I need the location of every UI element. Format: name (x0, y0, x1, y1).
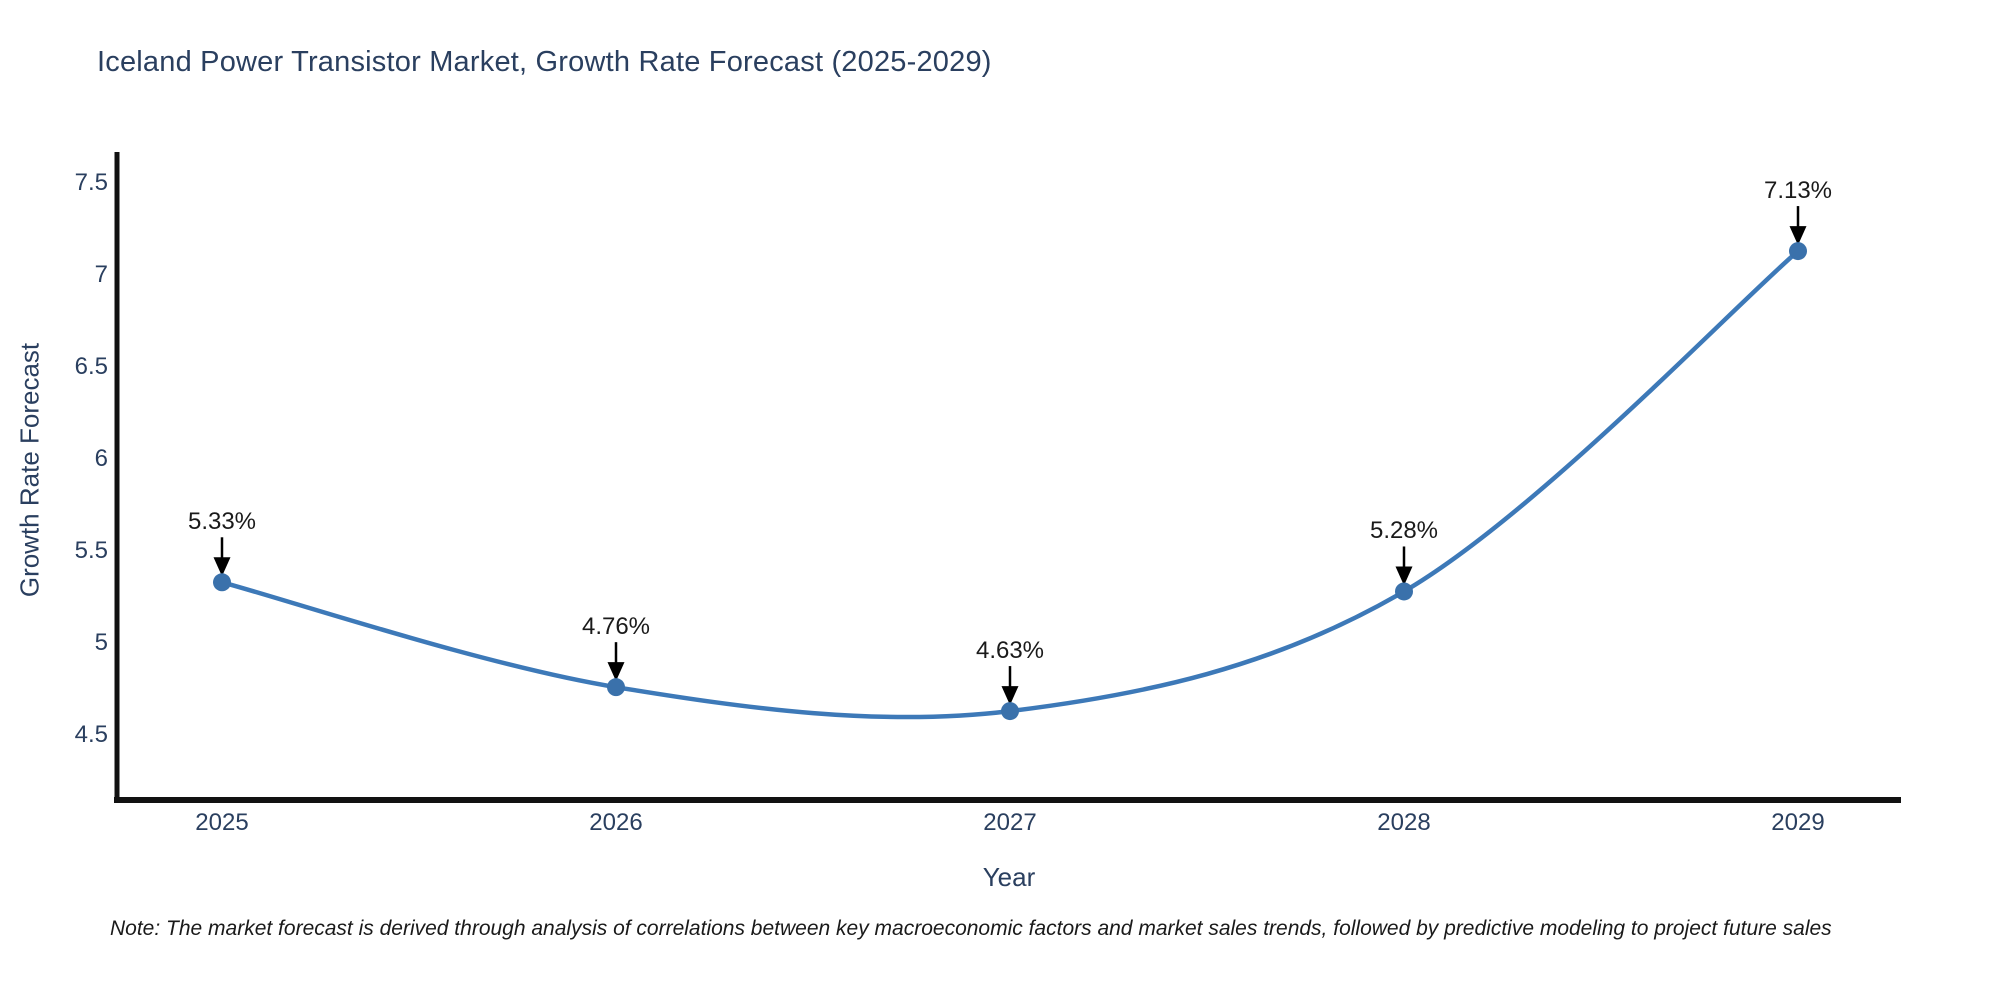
y-tick-label: 7 (94, 261, 108, 288)
point-annotation-label: 7.13% (1763, 177, 1833, 205)
annotation-arrow-head (1789, 226, 1807, 246)
data-point-2027 (1001, 702, 1019, 721)
point-annotation-label: 4.63% (975, 637, 1045, 665)
annotation-arrow-head (1395, 566, 1413, 586)
y-tick-label: 6 (94, 445, 108, 472)
data-point-2026 (607, 678, 625, 697)
x-tick-label: 2026 (589, 809, 643, 836)
data-point-2028 (1395, 582, 1413, 601)
y-tick-label: 4.5 (74, 721, 108, 748)
x-tick-label: 2025 (195, 809, 249, 836)
data-point-2029 (1789, 242, 1807, 261)
footnote: Note: The market forecast is derived thr… (110, 917, 1832, 940)
chart-title: Iceland Power Transistor Market, Growth … (97, 46, 992, 78)
annotation-arrow-head (607, 662, 625, 682)
point-annotation-label: 5.33% (187, 508, 257, 536)
x-axis-title: Year (982, 862, 1036, 892)
y-tick-label: 5 (94, 629, 108, 656)
point-annotation-label: 4.76% (581, 613, 651, 641)
y-tick-label: 6.5 (74, 353, 108, 380)
y-tick-label: 5.5 (74, 537, 108, 564)
x-tick-label: 2027 (983, 809, 1037, 836)
annotation-arrow-head (1001, 686, 1019, 706)
point-annotation-label: 5.28% (1369, 517, 1439, 545)
x-tick-label: 2029 (1771, 809, 1825, 836)
forecast-line (219, 248, 1801, 720)
x-tick-label: 2028 (1377, 809, 1431, 836)
y-tick-label: 7.5 (74, 169, 108, 196)
data-point-2025 (213, 573, 231, 592)
annotation-arrow-head (213, 557, 231, 577)
